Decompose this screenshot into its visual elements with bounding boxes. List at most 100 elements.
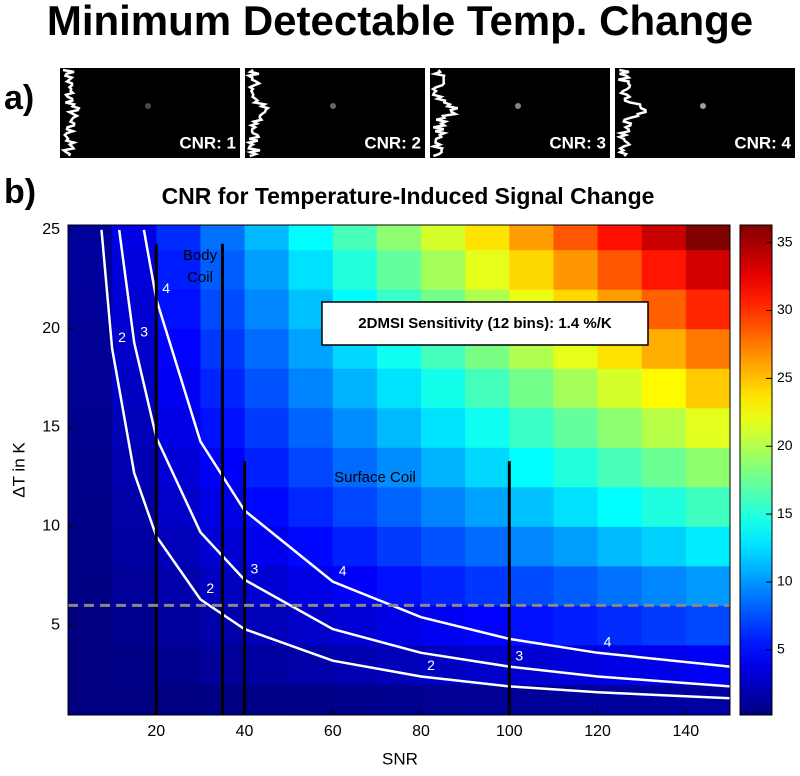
heat-cell (244, 289, 290, 330)
heat-cell (553, 249, 599, 290)
heat-cell (376, 225, 422, 251)
image-label: CNR: 2 (364, 133, 421, 152)
heat-cell (156, 249, 201, 290)
heat-cell (685, 368, 730, 409)
noise-texture (245, 68, 425, 158)
heat-cell (421, 526, 466, 567)
noise-texture (60, 68, 240, 158)
heat-cell (244, 368, 290, 409)
contour-label: 4 (604, 633, 612, 649)
heat-cell (465, 684, 510, 715)
heat-cell (509, 249, 554, 290)
heat-cell (376, 526, 422, 567)
heat-cell (597, 447, 643, 488)
heat-cell (685, 447, 730, 488)
heat-cell (641, 565, 687, 606)
heat-cell (68, 407, 113, 448)
heat-cell (244, 447, 290, 488)
target-spot (145, 103, 151, 109)
heat-cell (553, 605, 599, 646)
x-tick-label: 20 (147, 723, 165, 740)
heat-cell (465, 407, 510, 448)
contour-label: 2 (427, 657, 435, 673)
heat-cell (641, 486, 687, 527)
heat-cell (68, 526, 113, 567)
heat-cell (156, 407, 201, 448)
heat-cell (421, 447, 466, 488)
heat-cell (509, 407, 554, 448)
annotation: Body (183, 247, 218, 264)
heat-cell (509, 526, 554, 567)
x-tick-label: 80 (412, 723, 430, 740)
plot-frame (67, 224, 731, 716)
x-tick-label: 140 (673, 723, 700, 740)
y-axis-label: ΔT in K (9, 442, 28, 498)
heat-cell (288, 644, 334, 685)
y-tick-label: 10 (42, 518, 60, 535)
heat-cell (156, 565, 201, 606)
panel-label: a) (4, 79, 34, 117)
heat-cell (288, 684, 334, 715)
heat-cell (597, 486, 643, 527)
heat-cell (112, 526, 157, 567)
heat-cell (68, 644, 113, 685)
heat-cell (597, 605, 643, 646)
x-tick-label: 60 (324, 723, 342, 740)
heat-cell (465, 249, 510, 290)
heat-cell (465, 368, 510, 409)
heat-cell (465, 447, 510, 488)
heat-cell (553, 447, 599, 488)
heat-cell (685, 684, 730, 715)
heat-cell (641, 328, 687, 369)
heat-cell (597, 526, 643, 567)
annotation-box (321, 301, 649, 346)
heat-cell (641, 447, 687, 488)
target-spot (700, 103, 706, 109)
image-label: CNR: 4 (734, 133, 791, 152)
heat-cell (68, 289, 113, 330)
heat-cell (112, 565, 157, 606)
target-spot (515, 103, 521, 109)
contour-label: 2 (118, 329, 126, 345)
heat-cell (553, 526, 599, 567)
heat-cell (597, 368, 643, 409)
y-tick-label: 25 (42, 221, 60, 238)
heat-cell (553, 486, 599, 527)
annotation: 2DMSI Sensitivity (12 bins): 1.4 %/K (358, 315, 612, 332)
heat-cell (641, 289, 687, 330)
heat-cell (332, 225, 378, 251)
heat-cell (288, 225, 334, 251)
heat-cell (332, 486, 378, 527)
contour-line (142, 229, 730, 668)
y-tick-label: 20 (42, 320, 60, 337)
heat-cell (332, 407, 378, 448)
heat-cell (597, 249, 643, 290)
contour-label: 3 (251, 560, 259, 576)
figure-title: Minimum Detectable Temp. Change (47, 0, 753, 44)
heat-cell (465, 565, 510, 606)
heat-cell (597, 407, 643, 448)
contour-line (117, 229, 730, 688)
heat-cell (465, 225, 510, 251)
heat-cell (156, 684, 201, 715)
heat-cell (509, 368, 554, 409)
heat-cell (332, 447, 378, 488)
y-tick-label: 5 (51, 616, 60, 633)
x-tick-label: 40 (236, 723, 254, 740)
heat-cell (244, 526, 290, 567)
heat-cell (421, 565, 466, 606)
heat-cell (641, 605, 687, 646)
heat-cell (288, 368, 334, 409)
heat-cell (376, 249, 422, 290)
heat-cell (553, 407, 599, 448)
image-label: CNR: 1 (179, 133, 236, 152)
heat-cell (112, 407, 157, 448)
heat-cell (641, 684, 687, 715)
y-tick-label: 15 (42, 419, 60, 436)
heat-cell (68, 328, 113, 369)
heat-cell (288, 486, 334, 527)
heat-cell (421, 368, 466, 409)
heat-cell (421, 225, 466, 251)
heat-cell (68, 225, 113, 251)
